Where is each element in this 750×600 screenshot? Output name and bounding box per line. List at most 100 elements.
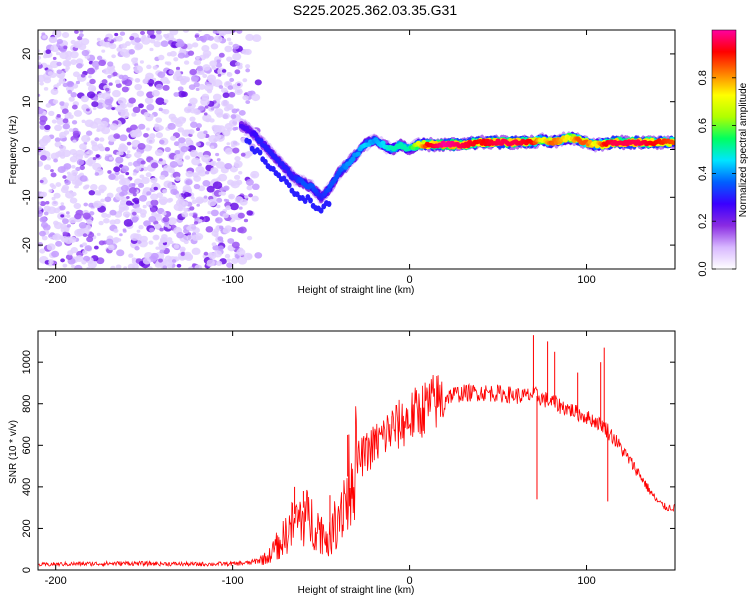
noise-speckle bbox=[150, 193, 159, 201]
noise-speckle bbox=[92, 106, 97, 111]
noise-speckle bbox=[179, 246, 186, 252]
noise-speckle bbox=[149, 114, 155, 119]
noise-speckle bbox=[238, 109, 246, 116]
noise-speckle bbox=[72, 139, 77, 144]
noise-speckle bbox=[143, 220, 151, 227]
noise-speckle bbox=[86, 149, 94, 155]
noise-speckle bbox=[198, 219, 203, 223]
colorbar-tick-label: 0.4 bbox=[697, 166, 709, 181]
noise-speckle bbox=[185, 137, 192, 144]
noise-speckle bbox=[191, 247, 201, 256]
noise-speckle bbox=[173, 92, 180, 97]
noise-speckle bbox=[43, 86, 49, 91]
x-tick-label: -200 bbox=[45, 575, 67, 587]
noise-speckle bbox=[158, 196, 169, 205]
noise-speckle bbox=[226, 262, 233, 268]
noise-speckle bbox=[236, 248, 246, 256]
noise-speckle bbox=[89, 78, 96, 85]
noise-speckle bbox=[173, 203, 183, 211]
noise-speckle bbox=[195, 127, 201, 131]
noise-speckle bbox=[70, 92, 77, 98]
noise-speckle bbox=[138, 225, 144, 230]
noise-speckle bbox=[56, 117, 65, 125]
noise-speckle bbox=[218, 225, 224, 230]
noise-speckle bbox=[232, 43, 240, 50]
noise-speckle bbox=[217, 245, 224, 251]
colorbar-tick-label: 0.8 bbox=[697, 70, 709, 85]
noise-speckle bbox=[119, 191, 125, 197]
noise-speckle bbox=[254, 252, 263, 259]
noise-speckle bbox=[72, 71, 80, 78]
noise-speckle bbox=[148, 215, 157, 223]
noise-speckle bbox=[38, 55, 42, 60]
noise-speckle bbox=[226, 258, 231, 263]
noise-speckle bbox=[155, 30, 162, 35]
noise-speckle bbox=[43, 164, 52, 171]
noise-speckle bbox=[52, 220, 59, 226]
noise-speckle bbox=[202, 179, 211, 187]
noise-speckle bbox=[212, 79, 223, 88]
noise-speckle bbox=[236, 30, 243, 34]
noise-speckle bbox=[222, 227, 230, 234]
noise-speckle bbox=[119, 233, 123, 237]
noise-speckle bbox=[146, 103, 155, 111]
noise-speckle bbox=[153, 33, 163, 41]
noise-speckle bbox=[200, 71, 205, 75]
noise-speckle bbox=[88, 162, 93, 167]
noise-speckle bbox=[159, 249, 165, 254]
noise-speckle bbox=[129, 35, 135, 41]
noise-speckle bbox=[141, 176, 150, 185]
noise-speckle bbox=[38, 210, 43, 218]
noise-speckle bbox=[130, 233, 140, 241]
noise-speckle bbox=[214, 108, 224, 116]
noise-speckle bbox=[121, 86, 129, 93]
noise-speckle bbox=[96, 55, 103, 61]
noise-speckle bbox=[69, 156, 78, 163]
noise-speckle bbox=[38, 61, 42, 66]
noise-speckle bbox=[245, 33, 254, 42]
noise-speckle bbox=[57, 166, 66, 173]
noise-speckle bbox=[165, 80, 171, 85]
noise-speckle bbox=[158, 244, 166, 251]
noise-speckle bbox=[187, 50, 195, 56]
noise-speckle bbox=[208, 134, 218, 143]
colorbar-ticks: 0.0 0.2 0.4 0.6 0.8 bbox=[697, 70, 736, 277]
noise-speckle bbox=[164, 61, 169, 65]
noise-speckle bbox=[42, 135, 51, 142]
noise-speckle bbox=[64, 68, 69, 72]
noise-speckle bbox=[96, 232, 101, 236]
noise-speckle bbox=[89, 260, 93, 264]
noise-speckle bbox=[62, 263, 68, 268]
noise-speckle bbox=[92, 157, 97, 161]
noise-speckle bbox=[65, 214, 71, 219]
noise-speckle bbox=[162, 216, 170, 223]
noise-speckle bbox=[205, 170, 210, 175]
noise-speckle bbox=[82, 233, 88, 238]
noise-speckle bbox=[62, 175, 67, 179]
y-tick-label: 800 bbox=[21, 395, 33, 413]
noise-speckle bbox=[76, 58, 84, 65]
noise-speckle bbox=[94, 172, 100, 176]
noise-speckle bbox=[157, 71, 166, 78]
noise-speckle bbox=[111, 237, 119, 244]
noise-speckle bbox=[39, 200, 46, 207]
noise-speckle bbox=[173, 141, 180, 147]
noise-speckle bbox=[132, 192, 137, 197]
noise-speckle bbox=[182, 117, 187, 122]
noise-speckle bbox=[119, 31, 126, 36]
noise-speckle bbox=[40, 155, 47, 161]
noise-speckle bbox=[46, 156, 51, 161]
noise-speckle bbox=[81, 260, 87, 265]
noise-speckle bbox=[234, 69, 241, 75]
noise-speckle bbox=[187, 193, 192, 197]
noise-speckle bbox=[58, 78, 66, 84]
noise-speckle bbox=[152, 65, 158, 70]
noise-speckle bbox=[109, 43, 117, 50]
colorbar-tick-label: 0.2 bbox=[697, 214, 709, 229]
noise-speckle bbox=[123, 266, 128, 269]
noise-speckle bbox=[213, 233, 219, 238]
noise-speckle bbox=[39, 125, 46, 130]
